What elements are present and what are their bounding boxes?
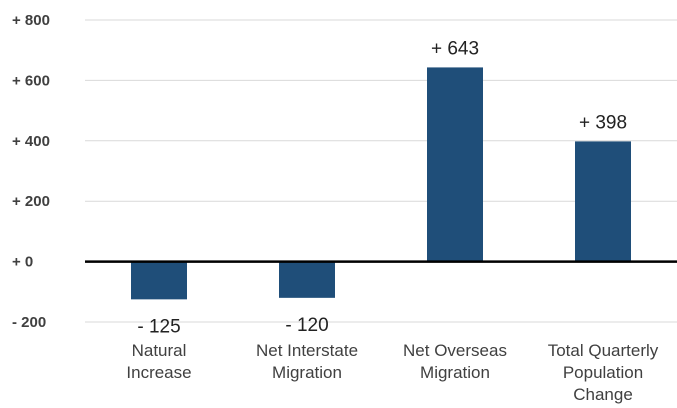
category-label: Migration: [420, 363, 490, 382]
y-tick-label: - 200: [12, 314, 46, 331]
category-label: Population: [563, 363, 643, 382]
category-label: Increase: [126, 363, 191, 382]
category-label: Net Overseas: [403, 341, 507, 360]
bar: [279, 261, 335, 298]
y-tick-label: + 600: [12, 72, 50, 89]
data-label: - 120: [285, 315, 328, 336]
bar: [131, 261, 187, 300]
data-label: + 398: [579, 112, 627, 133]
data-label: + 643: [431, 38, 479, 59]
category-labels: Natural Increase Net Interstate Migration Ne…: [126, 341, 658, 404]
category-label: Natural: [132, 341, 187, 360]
category-label: Total Quarterly: [548, 341, 659, 360]
category-label: Net Interstate: [256, 341, 358, 360]
data-label: - 125: [137, 316, 180, 337]
bar: [575, 141, 631, 262]
y-tick-label: + 400: [12, 133, 50, 150]
data-labels: - 125 - 120 + 643 + 398: [137, 38, 627, 337]
y-axis-ticks: + 800 + 600 + 400 + 200 + 0 - 200: [12, 12, 50, 331]
y-tick-label: + 0: [12, 254, 33, 271]
y-tick-label: + 800: [12, 12, 50, 29]
category-label: Migration: [272, 363, 342, 382]
bars: [131, 67, 631, 300]
y-tick-label: + 200: [12, 193, 50, 210]
bar: [427, 67, 483, 262]
category-label: Change: [573, 385, 633, 404]
